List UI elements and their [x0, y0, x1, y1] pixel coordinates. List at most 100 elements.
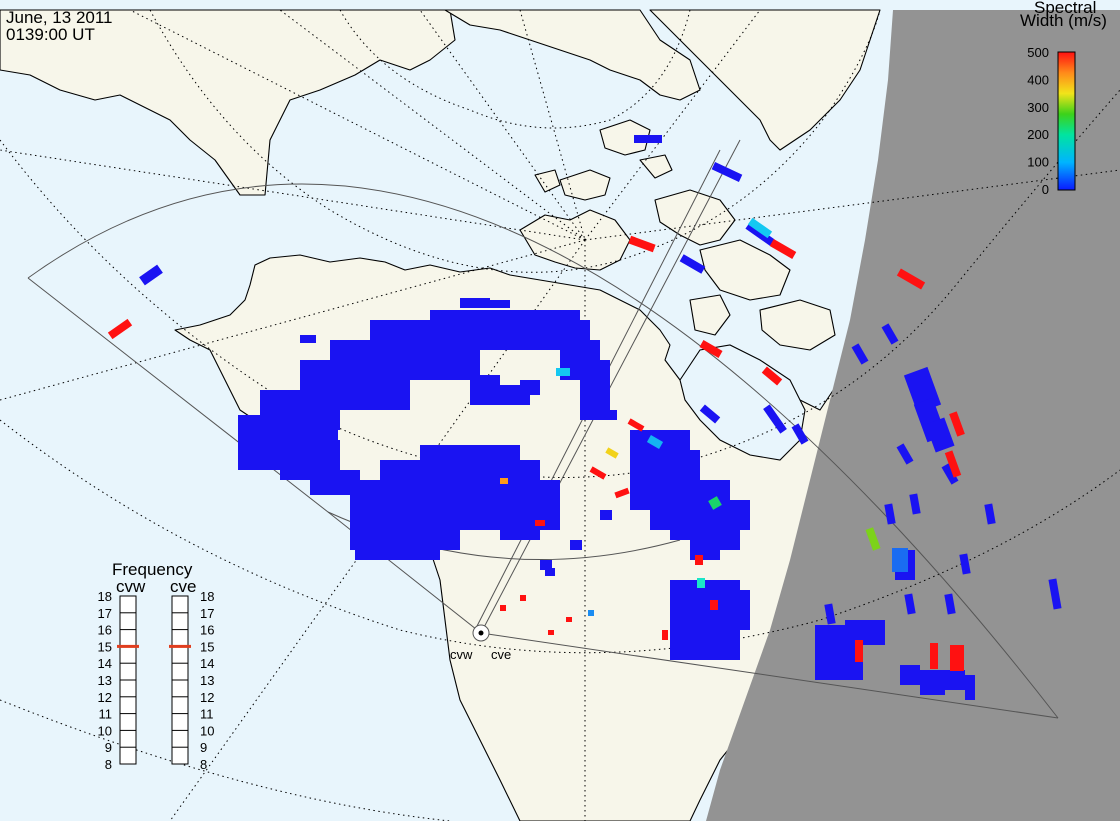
scatter-cell [745, 222, 775, 246]
scatter-cell [520, 380, 540, 395]
scatter-cell-high [662, 630, 668, 640]
scatter-cell-high [930, 643, 938, 669]
scatter-cell [460, 298, 490, 308]
fov-outer-arc [27, 183, 1059, 719]
scatter-cell [945, 670, 965, 690]
land-shape-3 [649, 9, 881, 151]
scatter-cell-high [535, 520, 545, 526]
scatter-cell-mid [646, 435, 664, 449]
scatter-cell [965, 675, 975, 700]
scatter-cell [345, 355, 355, 363]
colorbar-tick-label: 100 [1027, 155, 1049, 170]
site-label-cve: cve [491, 647, 512, 662]
colorbar-scale [1057, 51, 1076, 191]
land-shape-9 [699, 239, 791, 301]
frequency-tick-right: 11 [200, 707, 214, 722]
scatter-cell-high [896, 268, 926, 290]
scatter-cell [540, 560, 552, 570]
night-side [706, 10, 1120, 821]
scatter-cell-mid [708, 496, 722, 510]
frequency-tick-right: 15 [200, 639, 214, 654]
land-shape-11 [689, 294, 731, 336]
graticule-line-4 [0, 419, 1120, 654]
colorbar-tick-label: 200 [1027, 127, 1049, 142]
scatter-cell [470, 375, 500, 405]
frequency-tick-left: 10 [98, 723, 112, 738]
frequency-tick-left: 9 [105, 740, 112, 755]
scatter-cell [699, 404, 721, 424]
land-shape-6 [559, 169, 611, 201]
scatter-cell-high [614, 487, 630, 499]
scatter-cell [1048, 578, 1062, 610]
scatter-cell-high [710, 600, 718, 610]
radar-label-cve: cve [170, 577, 197, 596]
scatter-cell [920, 670, 945, 695]
scatter-cell-high [769, 239, 797, 259]
scatter-block [400, 540, 440, 560]
graticule-line-2 [149, 9, 881, 273]
scatter-cell [881, 323, 899, 345]
graticule-line-5 [0, 699, 451, 821]
land-shape-13 [639, 154, 673, 179]
scatter-cell [791, 423, 809, 445]
colorbar: 500 400 300 200 100 0 [1027, 45, 1076, 197]
colorbar-tick-label: 400 [1027, 72, 1049, 87]
land-shape-7 [599, 119, 651, 156]
frequency-tick-left: 13 [98, 673, 112, 688]
land-shape-2 [444, 9, 701, 101]
scatter-cell-high [566, 617, 572, 622]
colorbar-title-1: Spectral [1034, 0, 1097, 17]
graticule-line-1 [339, 9, 691, 129]
colorbar-tick-label: 300 [1027, 100, 1049, 115]
frequency-tick-left: 8 [105, 757, 112, 772]
scatter-cell-high [949, 411, 965, 437]
frequency-tick-left: 14 [98, 656, 112, 671]
scatter-cell [600, 510, 612, 520]
scatter-cell-high [627, 418, 645, 432]
scatter-cell-mid [588, 610, 594, 616]
colorbar-title-2: Width (m/s) [1020, 11, 1107, 30]
radar-site-dot [478, 630, 484, 636]
fov-edge [27, 277, 1059, 719]
land-shape-8 [654, 189, 736, 246]
scatter-cell [570, 540, 582, 550]
land-shape-10 [759, 299, 836, 351]
scatter-cell-high [520, 595, 526, 601]
frequency-tick-right: 18 [200, 589, 214, 604]
frequency-tick-right: 12 [200, 690, 214, 705]
graticule-line-8 [419, 9, 586, 241]
graticule-line-14 [584, 9, 761, 241]
scatter-cell [909, 493, 921, 515]
frequency-title: Frequency [112, 560, 193, 579]
scatter-cell [855, 660, 863, 680]
frequency-tick-right: 10 [200, 723, 214, 738]
scatter-cell [711, 162, 743, 182]
scatter-cell [300, 335, 316, 343]
scatter-cell [984, 503, 996, 525]
colorbar-tick-label: 0 [1042, 182, 1049, 197]
scatter-cell [605, 410, 617, 420]
fov-beam-left [480, 139, 741, 634]
scatter-cell [490, 300, 510, 308]
scatter-cell-high [944, 450, 962, 478]
scatter-cell [565, 370, 577, 380]
scatter-cell-mid [865, 527, 881, 551]
graticule [0, 9, 1120, 821]
scatter-cell [851, 343, 869, 365]
backscatter-cells [107, 135, 1062, 700]
scatter-cell [904, 593, 916, 615]
scatter-cell-mid [747, 217, 773, 239]
frequency-tick-left: 18 [98, 589, 112, 604]
scatter-cell [959, 553, 971, 575]
scatter-cell [900, 665, 920, 685]
frequency-tick-right: 13 [200, 673, 214, 688]
scatter-cell [634, 135, 662, 143]
frequency-tick-left: 17 [98, 606, 112, 621]
scatter-cell-mid [500, 478, 508, 484]
scatter-cell [350, 510, 360, 520]
scatter-cell-high [500, 605, 506, 611]
frequency-tick-right: 9 [200, 740, 207, 755]
scatter-cell-mid [892, 548, 908, 572]
scatter-cell [944, 593, 956, 615]
